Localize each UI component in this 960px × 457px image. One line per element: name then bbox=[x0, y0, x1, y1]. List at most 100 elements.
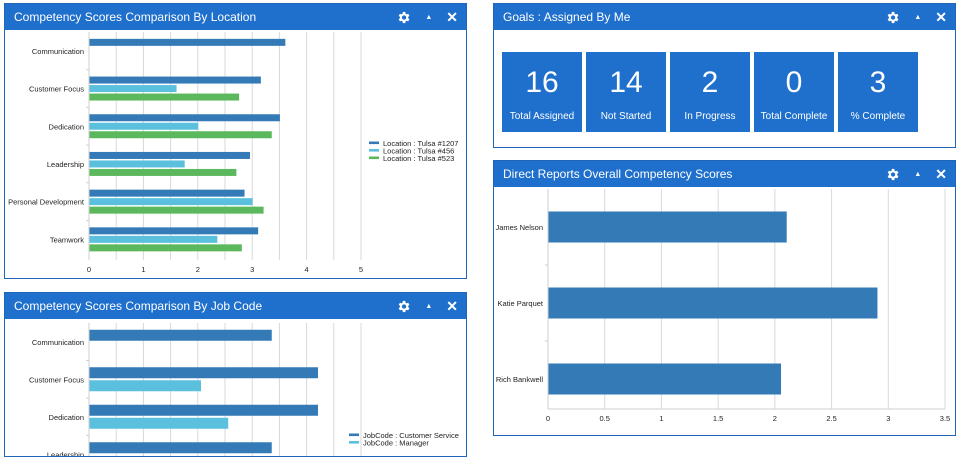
location-panel-title: Competency Scores Comparison By Location bbox=[14, 10, 257, 24]
close-icon[interactable]: ✕ bbox=[935, 8, 947, 25]
bar bbox=[89, 122, 199, 130]
jobcode-panel-header: Competency Scores Comparison By Job Code… bbox=[5, 293, 466, 319]
category-label: Leadership bbox=[47, 450, 84, 457]
tick-label: 2 bbox=[773, 414, 777, 423]
gear-icon[interactable] bbox=[885, 167, 900, 182]
close-icon[interactable]: ✕ bbox=[935, 165, 947, 182]
bar bbox=[89, 151, 250, 159]
bar bbox=[89, 404, 318, 416]
bar bbox=[89, 76, 261, 84]
goal-tile-label: Not Started bbox=[600, 111, 652, 122]
legend-swatch bbox=[349, 441, 359, 444]
goal-tile-value: 2 bbox=[701, 66, 719, 99]
tick-label: 3 bbox=[886, 414, 890, 423]
bar bbox=[89, 329, 272, 341]
reports-panel-header: Direct Reports Overall Competency Scores… bbox=[494, 161, 955, 187]
tick-label: 1 bbox=[659, 414, 663, 423]
reports-panel: Direct Reports Overall Competency Scores… bbox=[493, 160, 956, 436]
goal-tile-label: % Complete bbox=[850, 111, 906, 122]
location-panel-header: Competency Scores Comparison By Location… bbox=[5, 4, 466, 30]
tick-label: 3 bbox=[250, 265, 254, 274]
category-label: Dedication bbox=[49, 122, 84, 131]
category-label: Katie Parquet bbox=[498, 299, 544, 308]
close-icon[interactable]: ✕ bbox=[446, 8, 458, 25]
goal-tile-total-complete[interactable]: 0 Total Complete bbox=[754, 52, 834, 132]
category-label: Customer Focus bbox=[29, 375, 84, 384]
goal-tile-total-assigned[interactable]: 16 Total Assigned bbox=[502, 52, 582, 132]
jobcode-panel: Competency Scores Comparison By Job Code… bbox=[4, 292, 467, 457]
category-label: Customer Focus bbox=[29, 85, 84, 94]
goal-tile-not-started[interactable]: 14 Not Started bbox=[586, 52, 666, 132]
tick-label: 3.5 bbox=[940, 414, 950, 423]
goal-tile-value: 3 bbox=[869, 66, 887, 99]
gear-icon[interactable] bbox=[396, 10, 411, 25]
legend-swatch bbox=[369, 141, 379, 145]
bar bbox=[89, 168, 237, 176]
tick-label: 2 bbox=[196, 265, 200, 274]
bar bbox=[89, 227, 259, 235]
category-label: Leadership bbox=[47, 160, 84, 169]
legend-swatch bbox=[349, 433, 359, 437]
legend-item: Location : Tulsa #523 bbox=[383, 154, 454, 163]
bar bbox=[89, 85, 177, 93]
caret-up-icon[interactable]: ▲ bbox=[425, 13, 433, 21]
goal-tile-in-progress[interactable]: 2 In Progress bbox=[670, 52, 750, 132]
bar bbox=[548, 287, 878, 319]
bar bbox=[548, 211, 787, 243]
goal-tile-value: 14 bbox=[609, 66, 643, 99]
goals-panel-title: Goals : Assigned By Me bbox=[503, 10, 631, 24]
category-label: Dedication bbox=[49, 413, 84, 422]
tick-label: 2.5 bbox=[826, 414, 836, 423]
legend-swatch bbox=[369, 156, 379, 160]
location-chart: Communication Customer Focus Dedication Lea… bbox=[8, 32, 458, 274]
bar bbox=[89, 206, 264, 214]
reports-chart: James Nelson Katie Parquet Rich Bankwell 0 0… bbox=[495, 189, 950, 423]
bar bbox=[89, 235, 218, 243]
caret-up-icon[interactable]: ▲ bbox=[914, 170, 922, 178]
goal-tile-value: 0 bbox=[785, 66, 803, 99]
caret-up-icon[interactable]: ▲ bbox=[914, 13, 922, 21]
goal-tile-label: Total Complete bbox=[760, 111, 828, 122]
tick-label: 0.5 bbox=[599, 414, 609, 423]
bar bbox=[89, 380, 202, 392]
goal-tile-percent-complete[interactable]: 3 % Complete bbox=[838, 52, 918, 132]
caret-up-icon[interactable]: ▲ bbox=[425, 302, 433, 310]
tick-label: 5 bbox=[359, 265, 363, 274]
tick-label: 0 bbox=[546, 414, 550, 423]
category-label: James Nelson bbox=[495, 223, 543, 232]
jobcode-chart: Communication Customer Focus Dedication Lea… bbox=[29, 323, 459, 457]
category-label: Communication bbox=[32, 47, 84, 56]
bar bbox=[548, 363, 782, 395]
bar bbox=[89, 198, 253, 206]
bar bbox=[89, 131, 272, 139]
goal-tile-label: In Progress bbox=[684, 111, 736, 122]
bar bbox=[89, 442, 272, 454]
legend-item: Location : Tulsa #456 bbox=[383, 147, 454, 156]
gear-icon[interactable] bbox=[396, 299, 411, 314]
tick-label: 4 bbox=[305, 265, 309, 274]
goals-panel-header: Goals : Assigned By Me ▲ ✕ bbox=[494, 4, 955, 30]
reports-panel-title: Direct Reports Overall Competency Scores bbox=[503, 167, 733, 181]
tick-label: 0 bbox=[87, 265, 91, 274]
bar bbox=[89, 244, 242, 252]
tick-label: 1 bbox=[141, 265, 145, 274]
bar bbox=[89, 114, 280, 122]
category-label: Teamwork bbox=[50, 235, 84, 244]
bar bbox=[89, 417, 229, 429]
location-panel: Competency Scores Comparison By Location… bbox=[4, 3, 467, 279]
tick-label: 1.5 bbox=[713, 414, 723, 423]
goals-panel: Goals : Assigned By Me ▲ ✕ 16 Total Assi… bbox=[493, 3, 956, 148]
bar bbox=[89, 38, 286, 46]
legend-item: JobCode : Manager bbox=[363, 439, 429, 448]
bar bbox=[89, 160, 185, 168]
goal-tile-label: Total Assigned bbox=[509, 111, 575, 122]
category-label: Personal Development bbox=[8, 198, 85, 207]
category-label: Rich Bankwell bbox=[496, 375, 543, 384]
legend-swatch bbox=[369, 149, 379, 152]
gear-icon[interactable] bbox=[885, 10, 900, 25]
bar bbox=[89, 189, 245, 197]
bar bbox=[89, 367, 318, 379]
close-icon[interactable]: ✕ bbox=[446, 297, 458, 314]
legend-item: JobCode : Customer Service bbox=[363, 431, 459, 440]
jobcode-panel-title: Competency Scores Comparison By Job Code bbox=[14, 299, 263, 313]
